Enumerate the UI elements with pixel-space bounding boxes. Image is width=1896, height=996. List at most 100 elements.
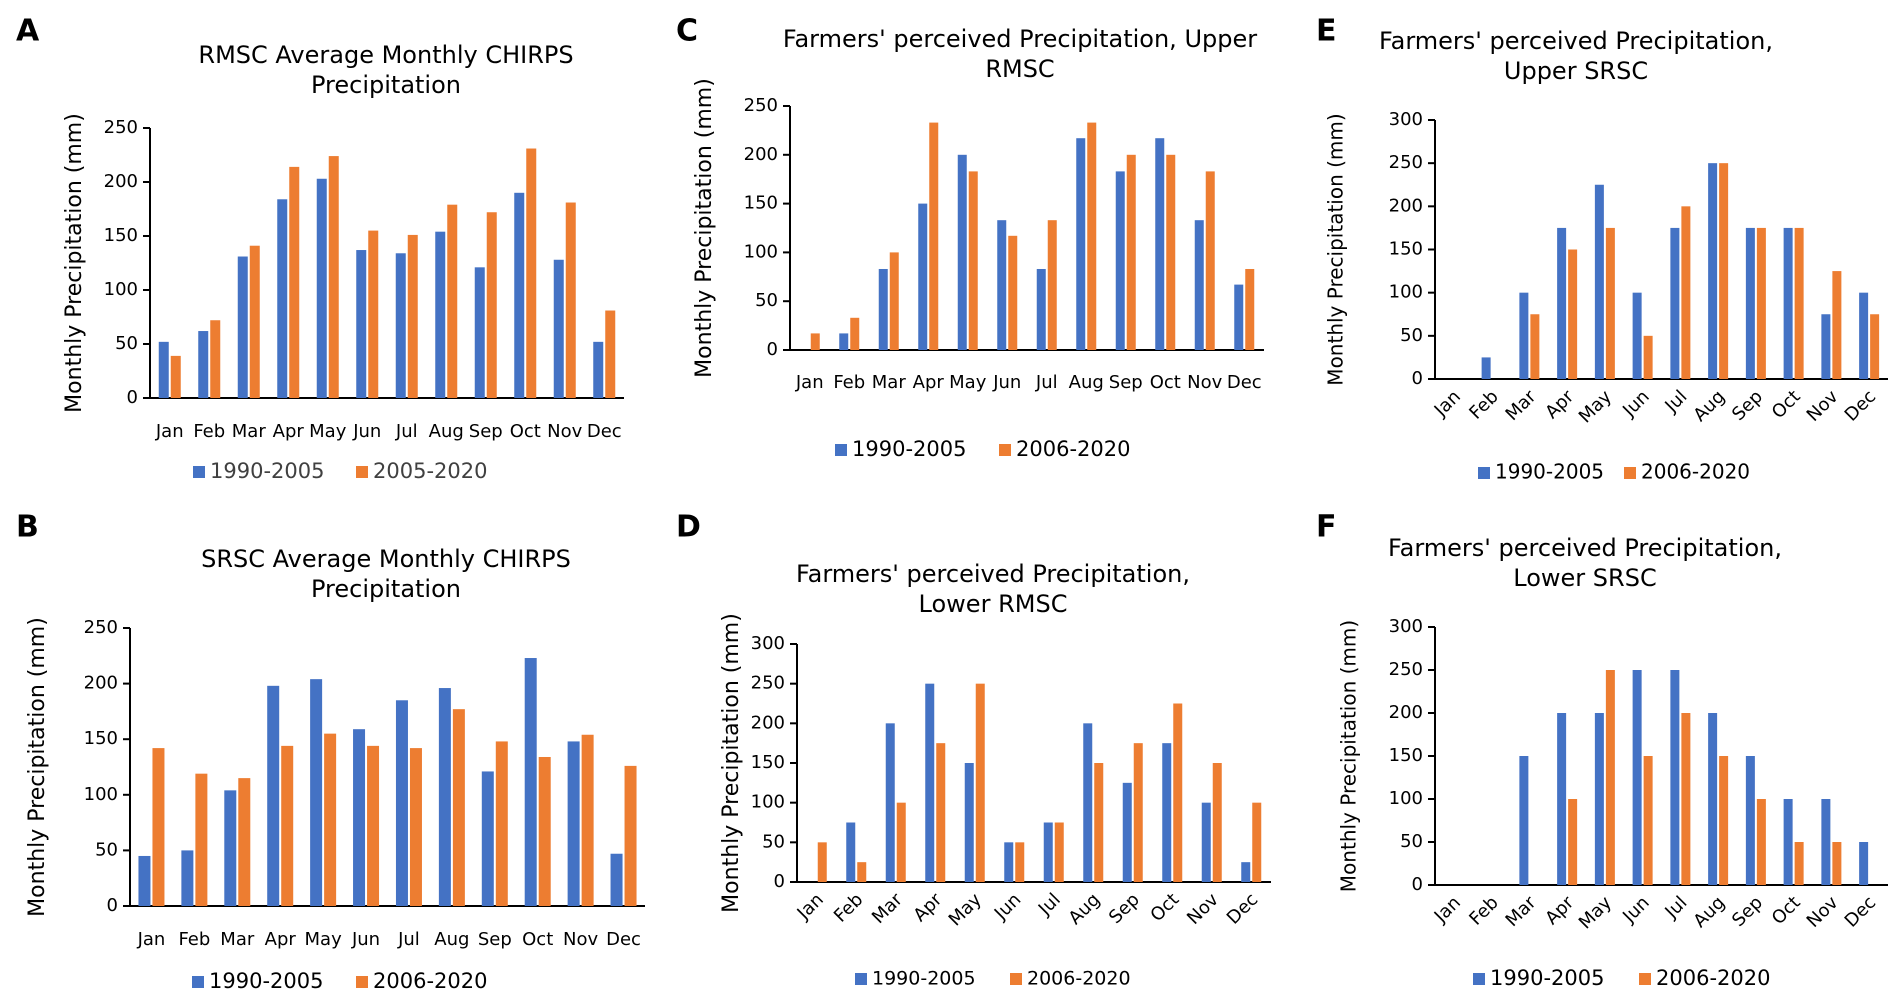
bar-2005-2020-Oct — [526, 148, 537, 398]
x-tick-label: Mar — [232, 421, 267, 442]
legend-label-2: 2006-2020 — [1016, 437, 1130, 461]
x-tick-label: Nov — [563, 929, 598, 950]
bar-1990-2005-May — [957, 154, 967, 350]
chart-title-line: Upper SRSC — [1504, 57, 1648, 85]
y-tick-label: 150 — [1389, 745, 1423, 766]
legend-label-2: 2005-2020 — [373, 459, 487, 483]
bar-2006-2020-Nov — [1212, 763, 1222, 882]
y-tick-label: 300 — [1389, 616, 1423, 637]
bar-2006-2020-Dec — [624, 765, 637, 906]
bar-2006-2020-May — [1605, 670, 1615, 885]
bar-2006-2020-Mar — [1530, 314, 1540, 379]
bar-1990-2005-Oct — [524, 658, 537, 906]
x-tick-label: Feb — [833, 372, 865, 393]
x-tick-label: Jun — [992, 372, 1021, 393]
x-tick-label: Aug — [429, 421, 464, 442]
y-axis-label: Monthly Precipitation (mm) — [1337, 620, 1361, 892]
bar-1990-2005-Dec — [593, 341, 604, 398]
bar-1990-2005-Apr — [1557, 713, 1567, 885]
y-tick-label: 0 — [127, 387, 138, 408]
y-tick-label: 150 — [744, 193, 778, 214]
x-tick-label: Jan — [1430, 386, 1465, 421]
y-tick-label: 150 — [751, 752, 785, 773]
chart-title-line: Lower RMSC — [919, 590, 1068, 618]
y-tick-label: 0 — [107, 895, 118, 916]
x-tick-label: Apr — [913, 372, 945, 393]
bar-1990-2005-Jun — [1632, 670, 1642, 885]
y-tick-label: 200 — [84, 673, 118, 694]
bar-2006-2020-Jun — [1643, 335, 1653, 379]
chart-panel-c: C Farmers' perceived Precipitation, Upper… — [676, 14, 1264, 461]
bar-2006-2020-Jul — [1681, 713, 1691, 885]
y-tick-label: 0 — [1412, 368, 1423, 389]
x-tick-label: Mar — [872, 372, 907, 393]
legend-swatch-2 — [356, 976, 368, 988]
bar-2006-2020-Jun — [367, 745, 380, 906]
y-tick-label: 100 — [84, 784, 118, 805]
bar-2006-2020-Sep — [1133, 743, 1143, 882]
bar-2005-2020-Feb — [210, 320, 221, 398]
x-tick-label: Mar — [1502, 892, 1541, 931]
bar-1990-2005-Feb — [181, 850, 194, 906]
y-tick-label: 50 — [95, 839, 118, 860]
x-tick-label: Nov — [1183, 889, 1223, 929]
x-tick-label: Oct — [510, 421, 541, 442]
x-tick-label: Jul — [1661, 386, 1692, 417]
bar-1990-2005-Mar — [878, 268, 888, 350]
x-tick-label: Mar — [1502, 386, 1541, 425]
bar-1990-2005-May — [316, 178, 327, 398]
bar-1990-2005-Feb — [846, 822, 856, 882]
bar-2006-2020-Jul — [1054, 822, 1064, 882]
bar-2006-2020-Jan — [152, 748, 165, 906]
chart-title-line: SRSC Average Monthly CHIRPS — [201, 545, 571, 573]
x-tick-label: May — [1575, 386, 1616, 427]
bar-2005-2020-Sep — [486, 212, 497, 398]
y-tick-label: 50 — [1400, 831, 1423, 852]
bar-1990-2005-Feb — [198, 331, 209, 398]
panel-letter: D — [676, 510, 701, 545]
legend-swatch-1 — [855, 973, 867, 985]
x-tick-label: May — [945, 889, 986, 930]
bar-2006-2020-Feb — [850, 317, 860, 350]
bar-1990-2005-Aug — [1083, 723, 1093, 882]
y-tick-label: 0 — [774, 871, 785, 892]
y-tick-label: 50 — [755, 290, 778, 311]
x-tick-label: Dec — [1223, 889, 1262, 928]
bar-1990-2005-Aug — [1708, 163, 1718, 379]
bar-2006-2020-Jul — [1047, 220, 1057, 350]
bar-1990-2005-Sep — [474, 267, 485, 398]
chart-title-line: Precipitation — [311, 575, 461, 603]
y-tick-label: 0 — [1412, 874, 1423, 895]
legend-label-2: 2006-2020 — [373, 969, 487, 993]
x-tick-label: Jul — [1034, 889, 1065, 920]
x-tick-label: Sep — [1109, 372, 1143, 393]
x-tick-label: Jul — [1035, 372, 1058, 393]
bar-1990-2005-Dec — [1241, 862, 1251, 882]
x-tick-label: May — [305, 929, 343, 950]
y-tick-label: 200 — [751, 712, 785, 733]
x-tick-label: Sep — [1728, 386, 1767, 425]
bar-2006-2020-Aug — [1719, 756, 1729, 885]
bar-2005-2020-Aug — [447, 204, 458, 398]
y-tick-label: 100 — [1389, 282, 1423, 303]
legend-label-1: 1990-2005 — [210, 459, 324, 483]
legend-swatch-1 — [835, 444, 847, 456]
bar-2005-2020-Dec — [605, 310, 616, 398]
y-tick-label: 150 — [84, 728, 118, 749]
bar-2005-2020-Nov — [565, 202, 576, 398]
x-tick-label: Oct — [1768, 386, 1805, 423]
bar-2006-2020-Jun — [1015, 842, 1025, 882]
y-tick-label: 250 — [1389, 152, 1423, 173]
bar-2006-2020-Nov — [1832, 271, 1842, 379]
bar-1990-2005-Jan — [138, 855, 151, 906]
x-tick-label: Nov — [1803, 386, 1843, 426]
bar-2005-2020-Mar — [249, 245, 260, 398]
bar-1990-2005-May — [964, 763, 974, 882]
y-tick-label: 50 — [1400, 325, 1423, 346]
bar-2006-2020-May — [324, 733, 337, 906]
y-tick-label: 50 — [762, 831, 785, 852]
chart-panel-e: E Farmers' perceived Precipitation,Upper … — [1316, 14, 1888, 484]
bar-2006-2020-May — [975, 683, 985, 882]
bar-2006-2020-Nov — [1832, 842, 1842, 885]
bar-1990-2005-Feb — [839, 333, 849, 350]
